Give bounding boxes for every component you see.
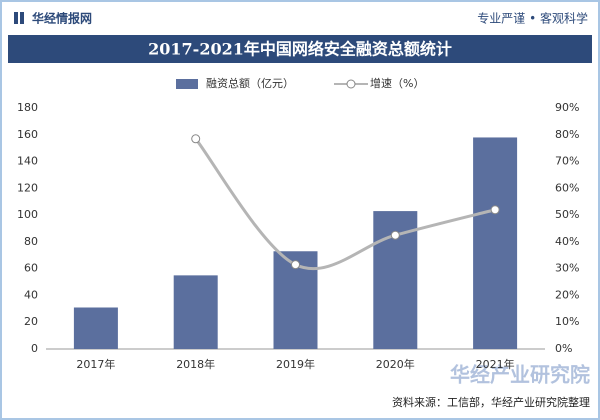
y-tick-label: 160 bbox=[17, 128, 38, 141]
watermark: 华经产业研究院 bbox=[450, 363, 590, 387]
bar bbox=[173, 275, 218, 349]
chart-title: 2017-2021年中国网络安全融资总额统计 bbox=[148, 40, 452, 59]
y2-tick-label: 40% bbox=[555, 235, 579, 248]
brand: 华经情报网 bbox=[32, 11, 92, 26]
title-banner bbox=[8, 35, 592, 63]
y2-tick-label: 10% bbox=[555, 315, 579, 328]
slogan: 专业严谨 • 客观科学 bbox=[477, 11, 588, 26]
line-marker bbox=[191, 134, 201, 144]
bar bbox=[473, 137, 518, 349]
y2-tick-label: 0% bbox=[555, 342, 572, 355]
source: 资料来源：工信部，华经产业研究院整理 bbox=[392, 395, 590, 409]
legend-label: 增速（%） bbox=[370, 76, 424, 90]
line bbox=[194, 137, 496, 271]
y2-tick-label: 30% bbox=[555, 262, 579, 275]
y-tick-label: 0 bbox=[31, 342, 38, 355]
y-tick-label: 120 bbox=[17, 181, 38, 194]
legend-swatch bbox=[346, 79, 356, 89]
x-tick-label: 2020年 bbox=[376, 357, 415, 371]
x-tick-label: 2021年 bbox=[476, 357, 515, 371]
y-tick-label: 60 bbox=[24, 262, 38, 275]
y2-tick-label: 50% bbox=[555, 208, 579, 221]
line-marker bbox=[490, 205, 500, 215]
x-tick-label: 2018年 bbox=[176, 357, 215, 371]
x-tick-label: 2019年 bbox=[276, 357, 315, 371]
y-tick-label: 80 bbox=[24, 235, 38, 248]
line-marker bbox=[291, 260, 300, 270]
y-tick-label: 180 bbox=[17, 101, 38, 114]
legend-swatch bbox=[176, 79, 198, 89]
y2-tick-label: 90% bbox=[555, 101, 579, 114]
y-tick-label: 40 bbox=[24, 288, 38, 301]
x-tick-label: 2017年 bbox=[76, 357, 115, 371]
y2-tick-label: 70% bbox=[555, 155, 579, 168]
logo-bar bbox=[20, 12, 24, 24]
y2-tick-label: 60% bbox=[555, 181, 579, 194]
y-tick-label: 100 bbox=[17, 208, 38, 221]
legend-label: 融资总额（亿元） bbox=[206, 76, 294, 90]
y-tick-label: 20 bbox=[24, 315, 38, 328]
bar bbox=[73, 307, 118, 349]
y-tick-label: 140 bbox=[17, 155, 38, 168]
line-marker bbox=[390, 230, 400, 240]
y2-tick-label: 80% bbox=[555, 128, 579, 141]
logo-bar bbox=[14, 12, 18, 24]
y2-tick-label: 20% bbox=[555, 288, 579, 301]
